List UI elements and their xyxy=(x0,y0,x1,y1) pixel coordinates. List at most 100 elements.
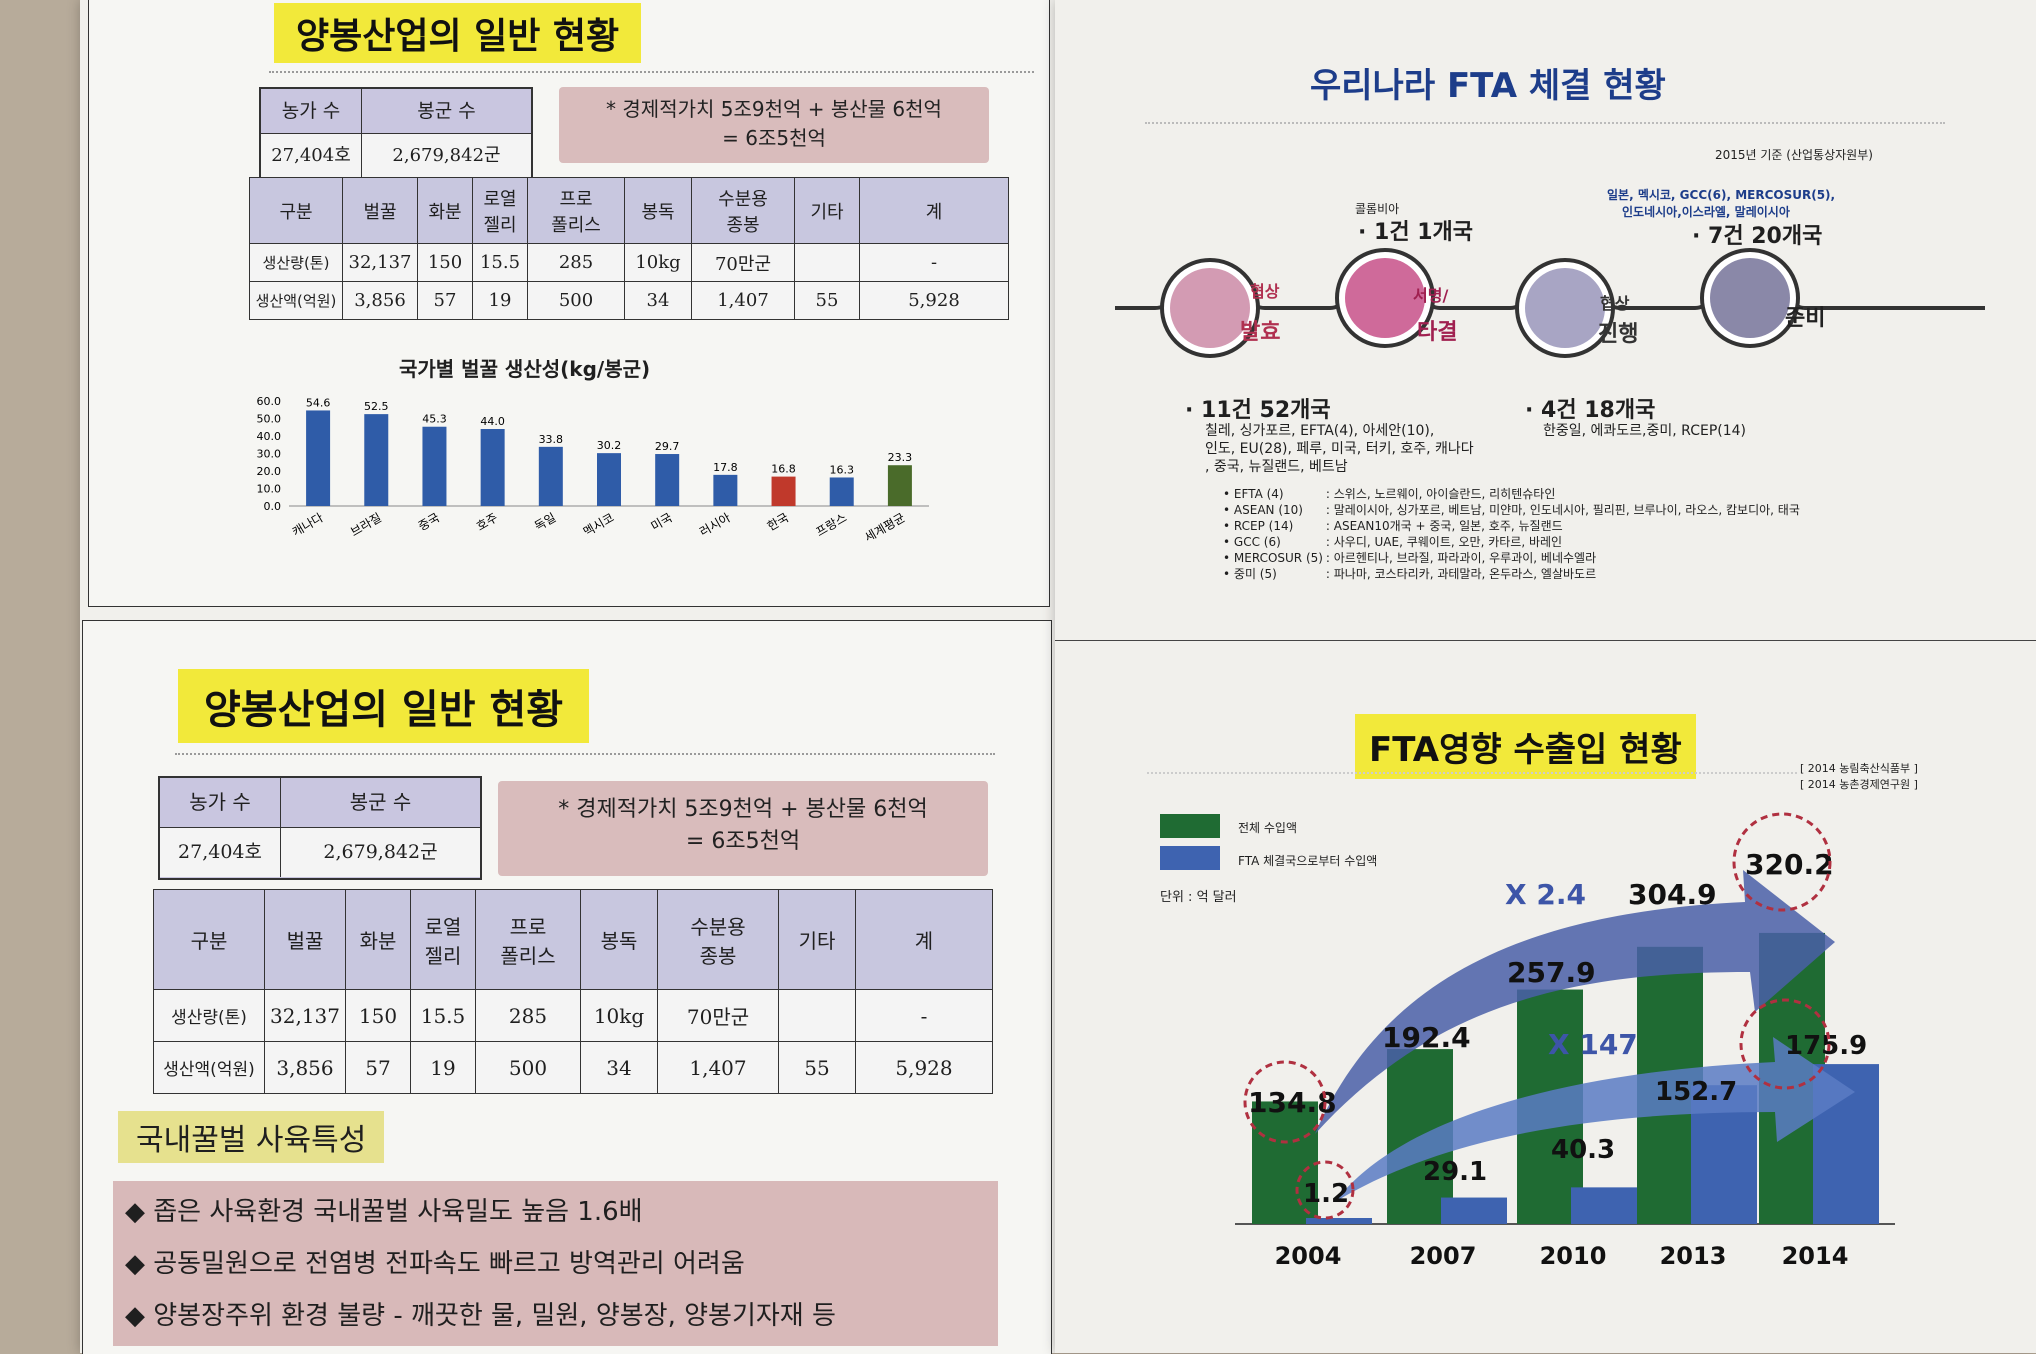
title-divider xyxy=(1147,772,1797,774)
title-divider xyxy=(175,753,995,755)
category-label: 러시아 xyxy=(697,510,733,539)
col-header: 로열 젤리 xyxy=(410,889,476,990)
table-row: 생산량(톤) 32,137 150 15.5 285 10kg 70만군 - xyxy=(249,243,1009,282)
year-label: 2013 xyxy=(1660,1242,1727,1270)
col-header: 기타 xyxy=(794,177,860,244)
bar-value-label: 17.8 xyxy=(713,461,738,474)
stats-box: 농가 수 봉군 수 27,404호 2,679,842군 xyxy=(158,776,482,880)
stage-count: · 1건 1개국 xyxy=(1358,220,1474,245)
stage-label: 진행 xyxy=(1598,322,1639,347)
bar xyxy=(655,454,680,506)
fta-value-label: 152.7 xyxy=(1655,1077,1737,1107)
bar-value-label: 16.3 xyxy=(829,463,854,476)
y-tick-label: 40.0 xyxy=(257,430,282,443)
y-tick-label: 50.0 xyxy=(257,413,282,426)
table-row: 생산액(억원) 3,856 57 19 500 34 1,407 55 5,92… xyxy=(153,1041,993,1094)
col-header: 계 xyxy=(855,889,993,990)
col-header: 벌꿀 xyxy=(264,889,346,990)
right-page: 우리나라 FTA 체결 현황 2015년 기준 (산업통상자원부) 콜롬비아 ·… xyxy=(1055,0,2036,1353)
fta-details-list: • EFTA (4): 스위스, 노르웨이, 아이슬란드, 리히텐슈타인 • A… xyxy=(1223,486,1800,582)
total-value-label: 320.2 xyxy=(1745,848,1834,881)
colony-count-label: 봉군 수 xyxy=(349,790,412,814)
colony-count-value: 2,679,842군 xyxy=(392,145,501,166)
growth-arrow-total xyxy=(1315,870,1835,1134)
honey-productivity-chart: 60.0 50.0 40.0 30.0 20.0 10.0 0.0 54.6 캐나다 52.5 브라… xyxy=(257,395,929,545)
col-header: 프로 폴리스 xyxy=(475,889,581,990)
stage-label: 타결 xyxy=(1417,320,1458,345)
category-label: 미국 xyxy=(649,510,675,533)
fta-import-bar xyxy=(1441,1197,1507,1224)
col-header: 화분 xyxy=(345,889,411,990)
stage-circle-concluded xyxy=(1335,248,1435,348)
col-header: 수분용 종봉 xyxy=(691,177,795,244)
stage-circle-in-progress xyxy=(1515,258,1615,358)
year-label: 2004 xyxy=(1275,1242,1342,1270)
growth-label-total: X 2.4 xyxy=(1505,878,1586,911)
y-tick-label: 30.0 xyxy=(257,448,282,461)
farm-count-value: 27,404호 xyxy=(160,828,281,877)
fta-timeline xyxy=(1115,248,1985,358)
col-header: 기타 xyxy=(778,889,856,990)
fta-import-bar xyxy=(1306,1218,1372,1224)
bar-value-label: 45.3 xyxy=(422,413,447,426)
bar xyxy=(364,414,389,506)
stage-label: 발효 xyxy=(1240,320,1281,345)
bar-value-label: 33.8 xyxy=(539,433,564,446)
total-value-label: 257.9 xyxy=(1507,956,1596,989)
production-table: 구분 벌꿀 화분 로열 젤리 프로 폴리스 봉독 수분용 종봉 기타 계 생산량… xyxy=(249,177,1009,320)
detail-row: • MERCOSUR (5): 아르헨티나, 브라질, 파라과이, 우루과이, … xyxy=(1223,551,1597,565)
category-label: 호주 xyxy=(474,510,500,533)
category-label: 독일 xyxy=(532,510,558,533)
table-row: 생산량(톤) 32,137 150 15.5 285 10kg 70만군 - xyxy=(153,989,993,1042)
unit-label: 단위 : 억 달러 xyxy=(1160,890,1237,905)
feature-item: ◆ 공동밀원으로 전염병 전파속도 빠르고 방역관리 어려움 xyxy=(125,1249,745,1279)
category-label: 캐나다 xyxy=(290,510,326,539)
highlight-circle xyxy=(1732,812,1832,912)
bar-value-label: 44.0 xyxy=(480,415,505,428)
category-label: 한국 xyxy=(765,510,791,533)
features-box: ◆ 좁은 사육환경 국내꿀벌 사육밀도 높음 1.6배 ◆ 공동밀원으로 전염병… xyxy=(113,1181,998,1346)
col-header: 구분 xyxy=(249,177,343,244)
stage-circle-effect xyxy=(1160,258,1260,358)
bar-value-label: 29.7 xyxy=(655,440,680,453)
slide-beekeeping-overview-bottom: 양봉산업의 일반 현황 농가 수 봉군 수 27,404호 2,679,842군… xyxy=(82,620,1052,1354)
feature-item: ◆ 좁은 사육환경 국내꿀벌 사육밀도 높음 1.6배 xyxy=(125,1197,643,1227)
col-header: 계 xyxy=(859,177,1009,244)
production-table: 구분 벌꿀 화분 로열 젤리 프로 폴리스 봉독 수분용 종봉 기타 계 생산량… xyxy=(153,889,993,1094)
title-divider xyxy=(269,71,1034,73)
category-label: 브라질 xyxy=(348,510,384,539)
fta-value-label: 40.3 xyxy=(1551,1135,1615,1165)
legend-total-swatch xyxy=(1160,814,1220,838)
basis-note: 2015년 기준 (산업통상자원부) xyxy=(1715,148,1873,162)
total-value-label: 192.4 xyxy=(1382,1021,1471,1054)
col-header: 프로 폴리스 xyxy=(527,177,625,244)
fta-value-label: 29.1 xyxy=(1423,1157,1487,1187)
bar-value-label: 30.2 xyxy=(597,439,622,452)
col-header: 봉독 xyxy=(580,889,658,990)
slide-title: 우리나라 FTA 체결 현황 xyxy=(1310,66,1666,106)
col-header: 수분용 종봉 xyxy=(657,889,779,990)
farm-count-label: 농가 수 xyxy=(160,778,281,827)
highlight-circle xyxy=(1243,1060,1327,1144)
growth-arrow-fta xyxy=(1335,1037,1855,1202)
left-page: 양봉산업의 일반 현황 농가 수 봉군 수 27,404호 2,679,842군… xyxy=(80,0,1055,1354)
bar xyxy=(538,446,563,506)
title-divider xyxy=(1145,122,1945,124)
col-header: 벌꿀 xyxy=(342,177,418,244)
bar xyxy=(771,476,796,506)
slide-title: 양봉산업의 일반 현황 xyxy=(178,669,590,743)
total-import-bar xyxy=(1252,1101,1318,1224)
col-header: 화분 xyxy=(417,177,473,244)
slide-fta-trade: FTA영향 수출입 현황 [ 2014 농림축산식품부 ] [ 2014 농촌경… xyxy=(1055,642,2036,1353)
stage-count: · 7건 20개국 xyxy=(1692,224,1823,249)
fta-import-bar xyxy=(1571,1187,1637,1224)
highlight-circle xyxy=(1739,998,1831,1090)
legend-fta-swatch xyxy=(1160,846,1220,870)
colony-count-label: 봉군 수 xyxy=(417,100,476,122)
legend-fta-label: FTA 체결국으로부터 수입액 xyxy=(1238,854,1378,868)
highlight-circle xyxy=(1295,1160,1355,1220)
category-label: 중국 xyxy=(416,510,442,533)
bar xyxy=(422,426,447,506)
bar xyxy=(887,465,912,506)
colony-count-value: 2,679,842군 xyxy=(323,841,438,863)
